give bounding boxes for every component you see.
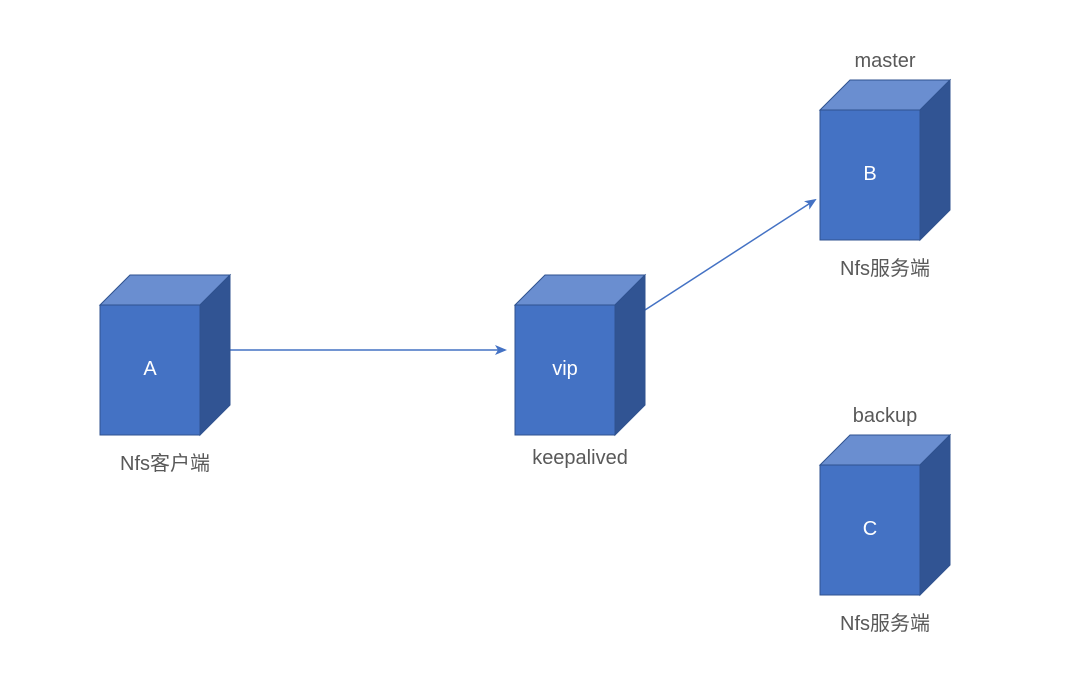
cube-vip-shape: [515, 275, 647, 437]
cube-b-shape: [820, 80, 952, 242]
cube-a-shape: [100, 275, 232, 437]
node-c-label: C: [820, 518, 920, 541]
node-b-label: B: [820, 163, 920, 186]
node-b-caption-above: master: [805, 50, 965, 73]
diagram-stage: A Nfs客户端 vip keepalived B master Nfs服务端 …: [0, 0, 1077, 688]
node-a-caption-below: Nfs客户端: [85, 447, 245, 476]
node-vip-caption-below: keepalived: [500, 447, 660, 470]
node-c-caption-above: backup: [805, 405, 965, 428]
node-c-caption-below: Nfs服务端: [805, 607, 965, 636]
node-b-caption-below: Nfs服务端: [805, 252, 965, 281]
edge-vip-b: [645, 200, 815, 310]
cube-c-shape: [820, 435, 952, 597]
node-vip-label: vip: [515, 358, 615, 381]
node-a-label: A: [100, 358, 200, 381]
